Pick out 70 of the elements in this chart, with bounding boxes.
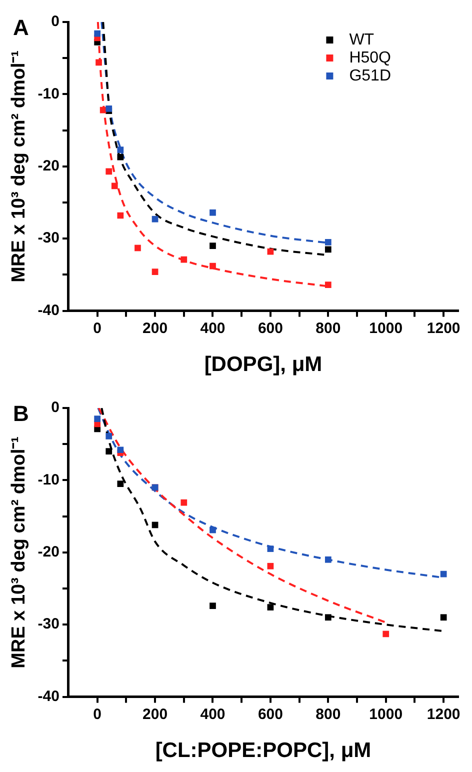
point	[106, 448, 112, 454]
point	[324, 556, 332, 563]
point	[210, 262, 216, 270]
point	[96, 59, 102, 66]
x-tick-label: 400	[200, 706, 226, 723]
y-axis-title: MRE x 10³ deg cm² dmol⁻¹	[8, 50, 30, 282]
x-axis-title: [DOPG], μM	[204, 353, 322, 376]
point	[94, 30, 101, 37]
x-tick-label: 600	[258, 320, 283, 337]
x-tick-label: 200	[142, 320, 168, 337]
y-tick-label: 0	[51, 399, 60, 416]
point	[267, 248, 274, 255]
legend-label: H50Q	[349, 49, 391, 66]
point	[382, 630, 390, 638]
legend-label: G51D	[349, 67, 391, 84]
x-tick-label: 1200	[426, 706, 460, 723]
text: B	[13, 401, 29, 426]
point	[180, 256, 188, 263]
line-series	[98, 408, 387, 624]
y-tick-label: -20	[38, 544, 60, 561]
x-tick-label: 1000	[369, 320, 403, 337]
legend-label: WT	[349, 31, 374, 48]
point	[324, 282, 332, 288]
point	[117, 212, 124, 219]
x-tick-label: 800	[316, 320, 341, 337]
y-tick-label: -10	[38, 85, 60, 102]
point	[324, 239, 332, 246]
x-tick-label: 200	[142, 706, 168, 723]
y-axis-title: MRE x 10³ deg cm² dmol⁻¹	[8, 436, 30, 668]
point	[94, 416, 101, 422]
x-tick-label: 600	[258, 706, 283, 723]
text: A	[13, 15, 29, 40]
point	[134, 244, 141, 252]
x-axis-title: [CL:POPE:POPC], μM	[155, 739, 372, 762]
point	[152, 216, 158, 222]
point	[106, 432, 112, 440]
point	[440, 570, 447, 578]
x-tick-label: 0	[93, 320, 102, 337]
point	[180, 499, 188, 506]
point	[267, 562, 274, 570]
x-tick-label: 1200	[426, 320, 460, 337]
point	[117, 446, 124, 454]
point	[324, 246, 332, 253]
point	[117, 154, 124, 160]
x-tick-label: 800	[316, 706, 341, 723]
point	[324, 614, 332, 621]
x-tick-label: 1000	[369, 706, 403, 723]
point	[106, 168, 112, 175]
point	[267, 604, 274, 610]
point	[152, 268, 158, 275]
y-tick-label: -40	[38, 302, 60, 319]
x-tick-label: 400	[200, 320, 226, 337]
point	[210, 242, 216, 249]
point	[210, 526, 216, 534]
y-tick-label: 0	[51, 13, 60, 30]
point	[440, 614, 447, 621]
y-tick-label: -20	[38, 158, 60, 175]
y-tick-label: -30	[38, 616, 60, 633]
point	[267, 546, 274, 552]
y-tick-label: -10	[38, 471, 60, 488]
point	[117, 480, 124, 487]
y-tick-label: -40	[38, 688, 60, 705]
x-tick-label: 0	[93, 706, 102, 723]
point	[117, 146, 124, 153]
y-tick-label: -30	[38, 230, 60, 247]
point	[210, 209, 216, 216]
point	[106, 105, 112, 112]
point	[111, 182, 118, 190]
point	[100, 106, 106, 114]
point	[210, 602, 216, 610]
